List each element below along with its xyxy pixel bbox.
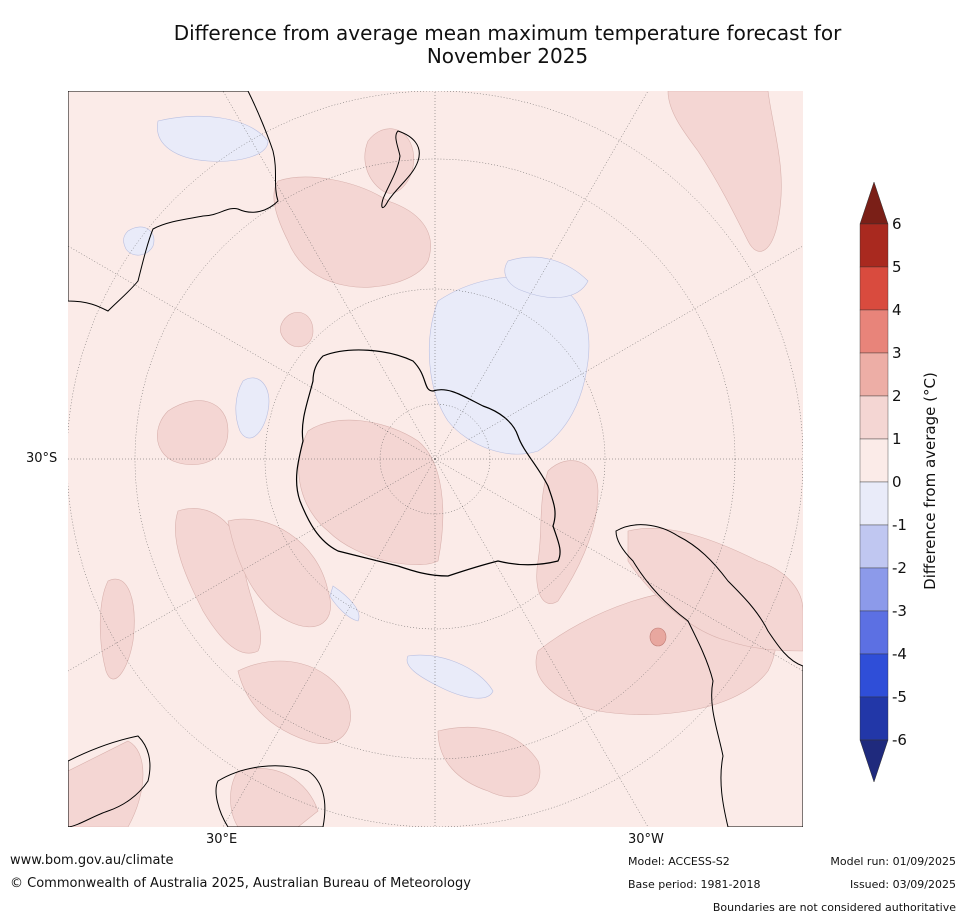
warm-patch-southwest bbox=[68, 740, 144, 827]
footer-model: Model: ACCESS-S2 bbox=[628, 855, 730, 868]
chart-title: Difference from average mean maximum tem… bbox=[60, 22, 955, 68]
lon-label-30w: 30°W bbox=[628, 832, 664, 847]
colorbar-bin bbox=[859, 696, 889, 741]
footer-boundaries: Boundaries are not considered authoritat… bbox=[712, 901, 956, 914]
warm-patch-east-1 bbox=[279, 312, 314, 347]
colorbar-bin bbox=[859, 567, 889, 612]
warm-patch-tasman bbox=[364, 128, 415, 194]
colorbar-tick-label: 3 bbox=[892, 344, 902, 362]
colorbar-bin bbox=[859, 438, 889, 483]
warm-patch-pacific-ne bbox=[667, 91, 782, 252]
meridian-lines bbox=[68, 91, 803, 827]
colorbar-under-triangle bbox=[859, 739, 889, 783]
colorbar-bin bbox=[859, 352, 889, 397]
colorbar-tick-label: -3 bbox=[892, 602, 907, 620]
colorbar-tick-label: -5 bbox=[892, 688, 907, 706]
colorbar-bin bbox=[859, 610, 889, 655]
colorbar-tick-label: 1 bbox=[892, 430, 902, 448]
australia-coastline bbox=[68, 91, 279, 312]
colorbar-svg bbox=[859, 181, 889, 783]
colorbar-tick-label: -2 bbox=[892, 559, 907, 577]
colorbar-over-triangle bbox=[859, 181, 889, 225]
colorbar-tick-label: -1 bbox=[892, 516, 907, 534]
colorbar-bin bbox=[859, 524, 889, 569]
new-zealand-coastline bbox=[381, 130, 420, 208]
cool-patch-tasman bbox=[157, 115, 269, 162]
warm-anomaly-regions bbox=[68, 91, 803, 827]
footer-base-period: Base period: 1981-2018 bbox=[628, 878, 761, 891]
south-america-coastline bbox=[615, 524, 803, 827]
colorbar-tick-label: 4 bbox=[892, 301, 902, 319]
cool-patch-west bbox=[123, 226, 155, 256]
colorbar-tick-label: 2 bbox=[892, 387, 902, 405]
colorbar-tick-label: -4 bbox=[892, 645, 907, 663]
colorbar: 6 5 4 3 2 1 0 -1 -2 -3 -4 -5 -6 bbox=[858, 181, 965, 783]
footer-website: www.bom.gov.au/climate bbox=[10, 853, 174, 868]
lon-label-30e: 30°E bbox=[206, 832, 238, 847]
warm-patch-southern-ocean-2 bbox=[227, 518, 331, 628]
colorbar-bin bbox=[859, 309, 889, 354]
footer-model-run: Model run: 01/09/2025 bbox=[830, 855, 956, 868]
warm-patch-south-america bbox=[627, 528, 803, 652]
madagascar-coastline bbox=[215, 765, 326, 827]
title-line-2: November 2025 bbox=[426, 44, 589, 68]
warm-patch-south-africa bbox=[99, 578, 135, 680]
colorbar-bin bbox=[859, 223, 889, 268]
warm-patch-strong bbox=[649, 627, 667, 647]
footer-issued: Issued: 03/09/2025 bbox=[849, 878, 956, 891]
cool-patch-ross bbox=[329, 585, 360, 622]
warm-patch-antarctic-east bbox=[298, 419, 444, 566]
colorbar-bin bbox=[859, 653, 889, 698]
lat-label-30s: 30°S bbox=[26, 451, 58, 466]
colorbar-tick-label: 5 bbox=[892, 258, 902, 276]
colorbar-bin bbox=[859, 481, 889, 526]
cool-patch-indian bbox=[235, 377, 270, 439]
colorbar-tick-label: 0 bbox=[892, 473, 902, 491]
footer-copyright: © Commonwealth of Australia 2025, Austra… bbox=[10, 876, 471, 891]
colorbar-bin bbox=[859, 266, 889, 311]
colorbar-tick-label: 6 bbox=[892, 215, 902, 233]
warm-patch-bottom bbox=[230, 768, 319, 827]
cool-anomaly-regions bbox=[123, 115, 590, 699]
colorbar-tick-label: -6 bbox=[892, 731, 907, 749]
antarctica-coastline bbox=[295, 349, 561, 577]
title-line-1: Difference from average mean maximum tem… bbox=[173, 21, 842, 45]
cool-patch-bellingshausen bbox=[504, 256, 589, 298]
cool-patch-south bbox=[406, 654, 494, 699]
warm-patch-nz bbox=[273, 176, 431, 288]
polar-map bbox=[68, 91, 803, 827]
africa-coastline bbox=[68, 735, 151, 827]
colorbar-label: Difference from average (°C) bbox=[921, 372, 939, 590]
warm-patch-south-1 bbox=[237, 660, 351, 744]
colorbar-bin bbox=[859, 395, 889, 440]
warm-patch-south-2 bbox=[437, 726, 541, 798]
